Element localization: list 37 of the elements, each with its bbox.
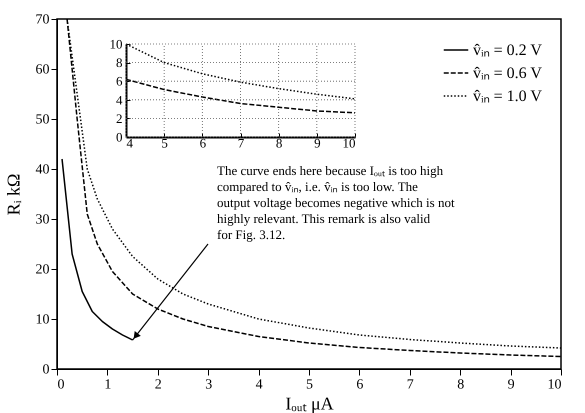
x-tick-label: 6 [200,136,207,150]
x-tick-label: 9 [508,378,515,392]
y-tick-label: 20 [36,262,50,278]
y-tick-label: 50 [36,112,50,128]
y-tick-label: 4 [116,92,123,108]
x-tick-label: 5 [161,136,168,150]
x-tick-label: 10 [548,378,562,392]
x-tick-label: 7 [406,378,414,392]
x-tick-label: 2 [154,378,162,392]
x-tick-label: 4 [256,378,263,392]
x-tick-label: 0 [58,378,64,392]
x-tick-label: 9 [314,136,321,150]
y-tick-label: 40 [36,162,50,178]
y-tick-label: 30 [36,212,50,228]
x-tick-label: 8 [457,378,464,392]
y-tick-label: 10 [110,36,122,52]
y-tick-label: 0 [42,362,50,378]
legend-label: v̂ᵢₙ = 0.6 V [473,65,542,82]
x-axis-title: Iₒᵤₜ μA [285,394,334,413]
x-tick-label: 1 [104,378,112,392]
y-tick-label: 6 [116,74,123,89]
annotation: The curve ends here because Iₒᵤₜ is too high compared to v̂ᵢₙ, i.e. v̂ᵢₙ is too low. The output voltage becomes negative which is not highly relevant. This remark is also valid for Fig. 3.12. [217,163,455,242]
y-tick-label: 2 [116,110,122,126]
x-tick-label: 5 [306,378,313,392]
x-tick-label: 7 [238,136,245,150]
y-tick-label: 60 [36,62,50,78]
x-tick-label: 8 [276,136,282,150]
y-axis-title: Rᵢ kΩ [4,174,24,216]
legend-label: v̂ᵢₙ = 1.0 V [473,88,542,105]
legend-label: v̂ᵢₙ = 0.2 V [473,42,542,59]
x-tick-label: 3 [205,378,212,392]
y-tick-label: 10 [36,312,50,328]
x-tick-label: 4 [126,136,134,150]
x-tick-label: 6 [356,378,364,392]
y-tick-label: 70 [36,12,50,28]
x-tick-label: 10 [342,136,356,150]
y-tick-label: 8 [116,55,122,70]
